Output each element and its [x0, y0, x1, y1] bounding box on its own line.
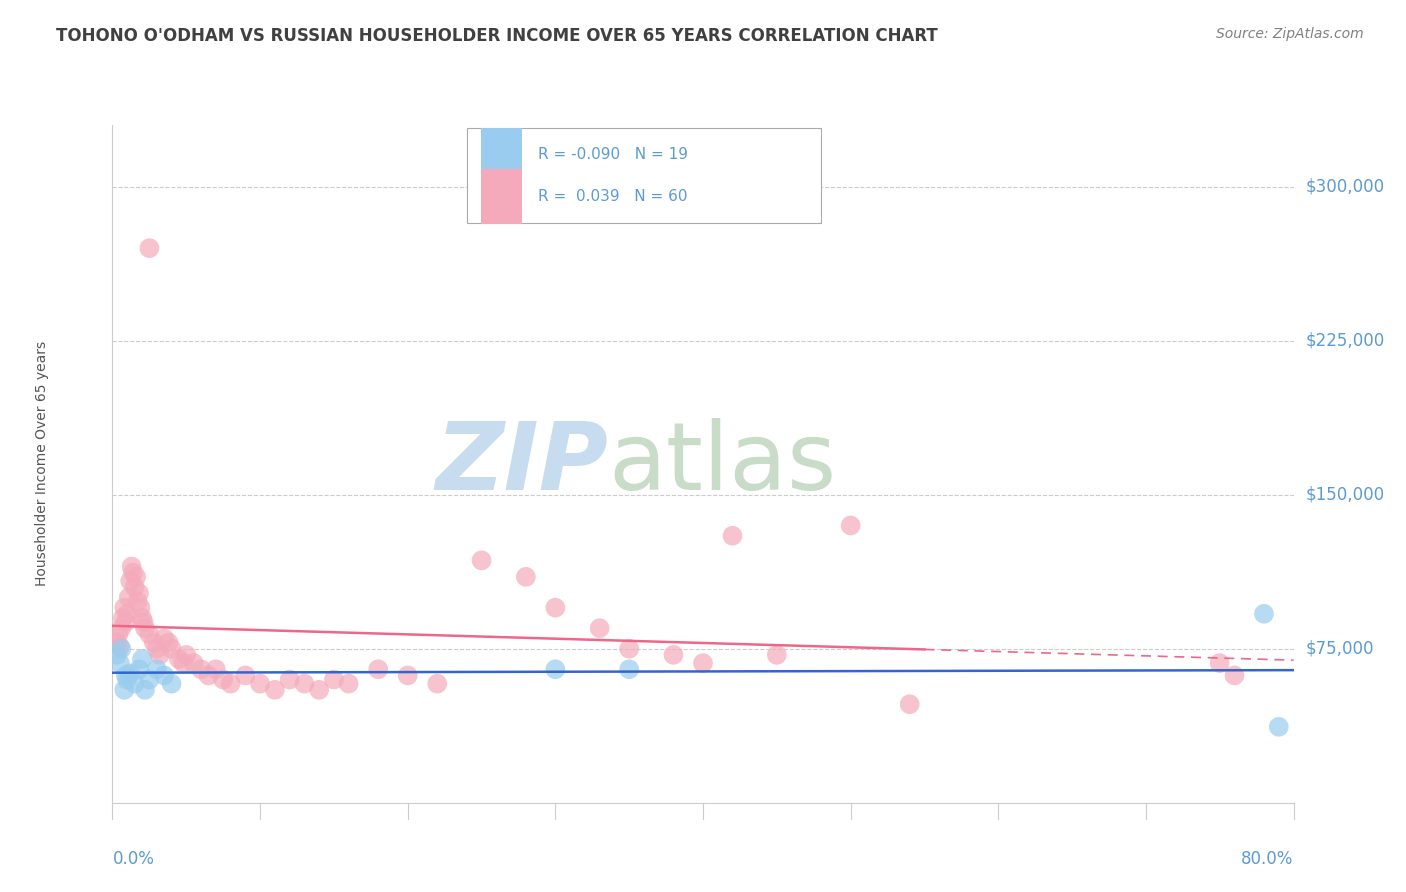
Text: R = -0.090   N = 19: R = -0.090 N = 19	[537, 147, 688, 162]
Text: 0.0%: 0.0%	[112, 850, 155, 868]
Point	[112, 682, 135, 697]
Point	[128, 586, 150, 600]
Text: $300,000: $300,000	[1305, 178, 1385, 195]
Point	[619, 641, 641, 656]
Point	[131, 611, 153, 625]
Point	[515, 570, 537, 584]
Point	[125, 570, 148, 584]
Point	[233, 668, 256, 682]
FancyBboxPatch shape	[481, 169, 522, 224]
Text: R =  0.039   N = 60: R = 0.039 N = 60	[537, 189, 688, 204]
Point	[308, 682, 330, 697]
Point	[190, 662, 212, 676]
Point	[146, 641, 169, 656]
Point	[172, 656, 194, 670]
Point	[108, 640, 131, 654]
Point	[114, 615, 136, 629]
Text: ZIP: ZIP	[436, 417, 609, 510]
Point	[160, 641, 183, 656]
Point	[122, 566, 145, 580]
Point	[131, 652, 153, 666]
Point	[1253, 607, 1275, 621]
Point	[337, 676, 360, 690]
Point	[323, 673, 346, 687]
Point	[264, 682, 287, 697]
Text: $225,000: $225,000	[1305, 332, 1385, 350]
Point	[219, 676, 242, 690]
Point	[128, 662, 150, 676]
Point	[120, 666, 142, 681]
Point	[110, 641, 132, 656]
Point	[105, 648, 128, 662]
Point	[898, 697, 921, 711]
Point	[292, 676, 315, 690]
Point	[157, 635, 180, 649]
Point	[111, 611, 134, 625]
Point	[138, 673, 160, 687]
Point	[183, 656, 205, 670]
Point	[692, 656, 714, 670]
Point	[127, 594, 149, 608]
Text: Householder Income Over 65 years: Householder Income Over 65 years	[35, 342, 49, 586]
Point	[117, 673, 138, 687]
Point	[197, 668, 219, 682]
Point	[120, 574, 142, 588]
Point	[149, 648, 172, 662]
Text: Source: ZipAtlas.com: Source: ZipAtlas.com	[1216, 27, 1364, 41]
Point	[129, 600, 152, 615]
Point	[124, 580, 146, 594]
FancyBboxPatch shape	[481, 128, 522, 182]
Point	[1223, 668, 1246, 682]
Point	[167, 652, 190, 666]
Point	[114, 668, 136, 682]
Point	[142, 635, 165, 649]
Point	[160, 676, 183, 690]
Point	[212, 673, 235, 687]
Point	[721, 529, 744, 543]
Point	[470, 553, 494, 567]
Point	[544, 600, 567, 615]
Point	[544, 662, 567, 676]
Point	[112, 600, 135, 615]
Point	[121, 559, 143, 574]
Point	[110, 621, 132, 635]
Point	[138, 627, 160, 641]
Text: atlas: atlas	[609, 417, 837, 510]
Point	[118, 591, 141, 605]
Point	[134, 682, 156, 697]
Point	[426, 676, 449, 690]
Text: 80.0%: 80.0%	[1241, 850, 1294, 868]
Point	[588, 621, 610, 635]
Point	[367, 662, 389, 676]
Point	[117, 607, 138, 621]
Point	[107, 627, 129, 641]
Point	[153, 668, 176, 682]
Point	[134, 621, 156, 635]
Point	[153, 632, 176, 646]
Point	[619, 662, 641, 676]
Point	[146, 662, 169, 676]
Point	[174, 648, 197, 662]
Point	[138, 241, 160, 255]
Point	[662, 648, 685, 662]
Point	[278, 673, 301, 687]
Point	[132, 615, 155, 629]
Point	[205, 662, 228, 676]
Point	[105, 635, 128, 649]
Text: $75,000: $75,000	[1305, 640, 1374, 657]
Point	[1268, 720, 1291, 734]
Text: $150,000: $150,000	[1305, 485, 1385, 504]
Point	[839, 518, 862, 533]
Point	[108, 656, 131, 670]
Point	[124, 676, 146, 690]
Point	[249, 676, 271, 690]
FancyBboxPatch shape	[467, 128, 821, 223]
Point	[1208, 656, 1232, 670]
Text: TOHONO O'ODHAM VS RUSSIAN HOUSEHOLDER INCOME OVER 65 YEARS CORRELATION CHART: TOHONO O'ODHAM VS RUSSIAN HOUSEHOLDER IN…	[56, 27, 938, 45]
Point	[396, 668, 419, 682]
Point	[766, 648, 789, 662]
